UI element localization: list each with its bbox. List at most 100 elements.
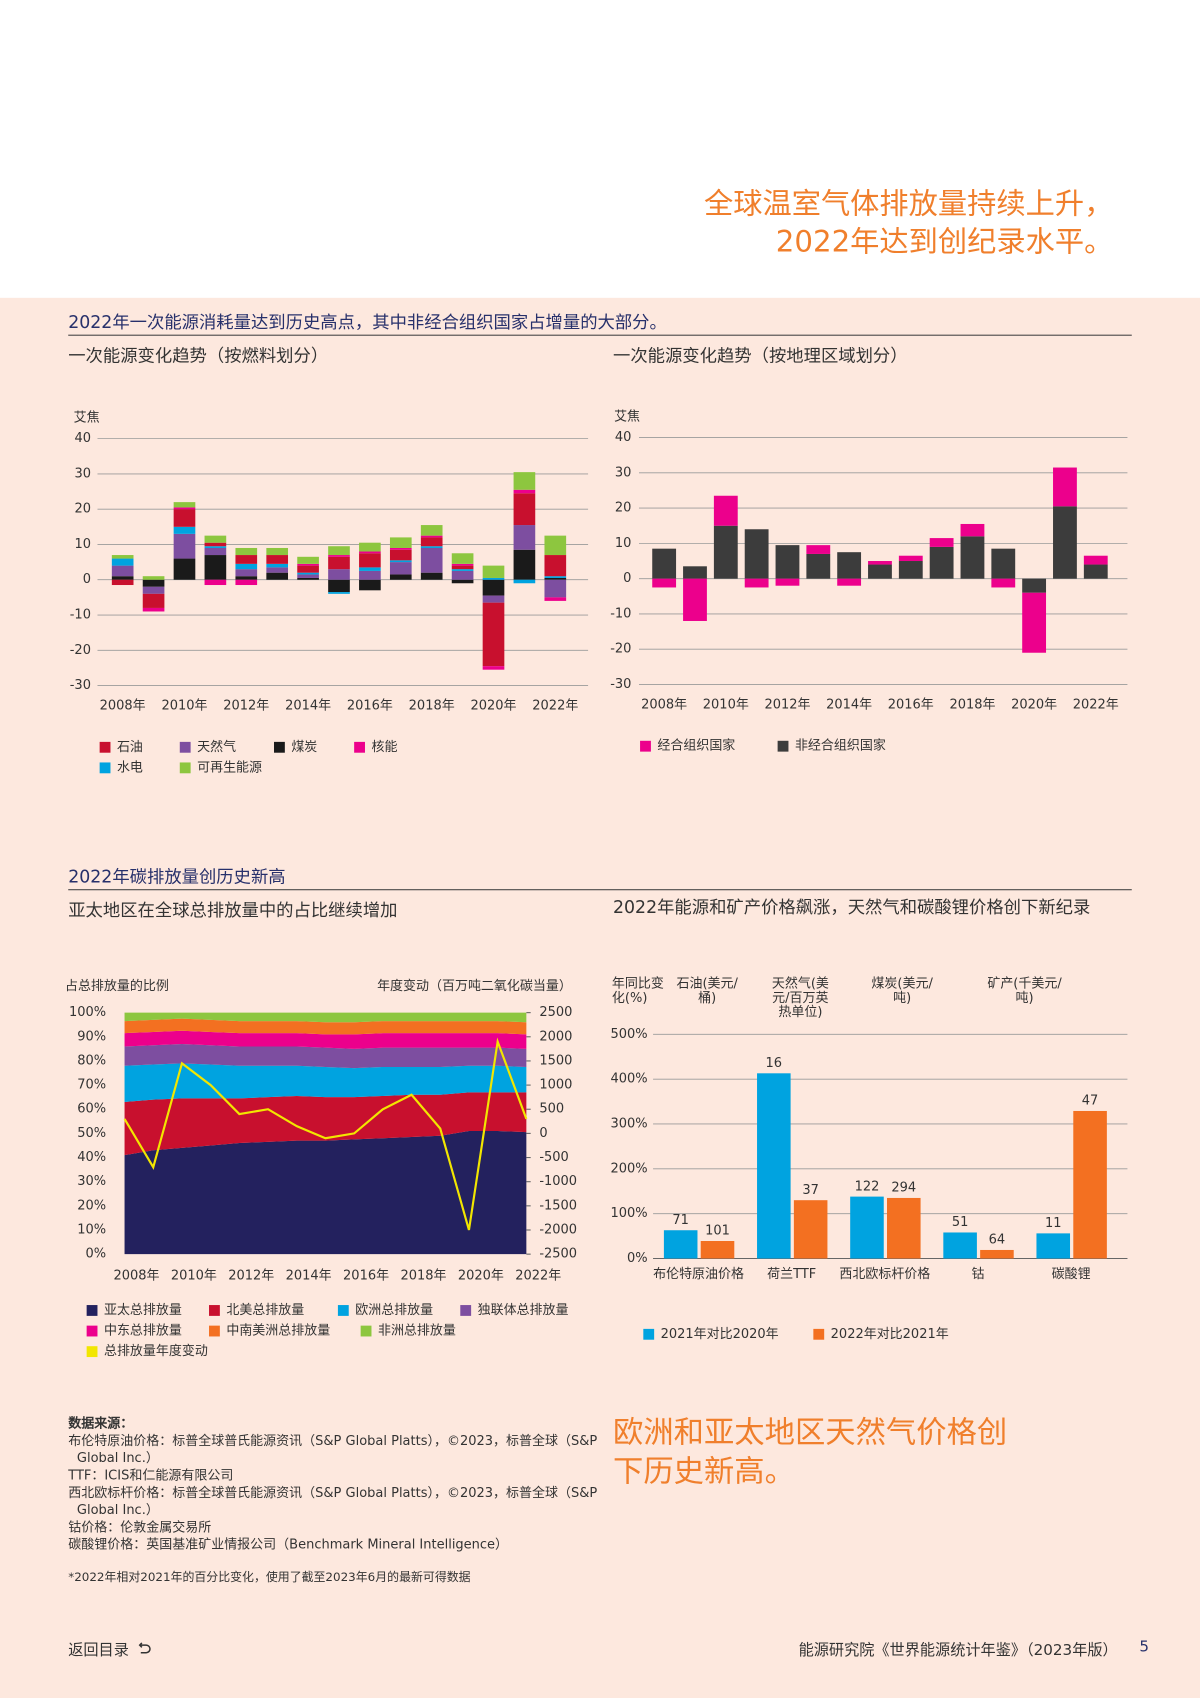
y-tick-label: -20 — [70, 643, 91, 658]
bar-segment — [111, 565, 134, 577]
bar-segment — [1022, 578, 1047, 593]
y-tick-label: 100% — [611, 1206, 648, 1221]
legend-swatch — [643, 1328, 655, 1340]
y2-tick-label: 1500 — [539, 1053, 572, 1068]
x-tick-label: 2008年 — [641, 698, 687, 713]
y-axis-label: 艾焦 — [74, 411, 100, 426]
bar-segment — [420, 525, 443, 536]
bar-segment — [451, 579, 474, 584]
price-label: 51 — [952, 1215, 969, 1230]
bar-segment — [513, 489, 536, 494]
bar-segment — [204, 555, 227, 580]
line — [123, 1037, 528, 1231]
bar-segment — [173, 533, 196, 559]
x-tick-label: 2012年 — [764, 698, 810, 713]
bar-segment — [266, 547, 289, 556]
y-tick-label: 40 — [74, 431, 91, 446]
bar-segment — [482, 602, 505, 667]
legend-label: 天然气 — [197, 739, 236, 755]
legend-label: 欧洲总排放量 — [355, 1303, 433, 1318]
bar-segment — [173, 509, 196, 527]
bar-segment — [837, 578, 862, 586]
bar-segment — [266, 567, 289, 573]
bar-segment — [173, 507, 196, 510]
y-tick-label: 500% — [611, 1027, 648, 1042]
x-tick-label: 2020年 — [1011, 698, 1057, 713]
y2-tick-label: 0 — [539, 1126, 547, 1141]
bar-segment — [266, 555, 289, 564]
area — [124, 1063, 527, 1102]
bar-segment — [359, 553, 381, 568]
chart-title: 一次能源变化趋势（按地理区域划分） — [612, 345, 908, 367]
price-label: 37 — [802, 1183, 819, 1198]
headline: 全球温室气体排放量持续上升， — [703, 187, 1114, 221]
bar-segment — [482, 579, 505, 596]
bar-segment — [235, 579, 258, 586]
bar-segment — [513, 493, 536, 526]
legend-swatch — [360, 1325, 372, 1337]
bar-segment — [204, 542, 227, 547]
legend-label: 2022年对比2021年 — [831, 1327, 949, 1342]
section-title: 2022年碳排放量创历史新高 — [68, 866, 286, 888]
bar-segment — [328, 546, 350, 556]
y2-axis-label: 年度变动（百万吨二氧化碳当量） — [377, 978, 572, 994]
bar-segment — [359, 570, 381, 580]
back-link[interactable]: 返回目录 — [68, 1641, 129, 1660]
y2-tick-label: 2500 — [539, 1005, 572, 1020]
y-tick-label: 10% — [77, 1222, 106, 1237]
back-icon[interactable] — [136, 1641, 151, 1656]
bar — [1073, 1110, 1107, 1259]
publication: 能源研究院《世界能源统计年鉴》（2023年版） — [798, 1641, 1118, 1660]
bar-segment — [683, 566, 707, 579]
bar-segment — [513, 579, 536, 584]
y2-tick-label: -500 — [539, 1150, 568, 1165]
bar-segment — [513, 472, 536, 490]
y-tick-label: 0 — [623, 571, 631, 586]
price-label: 101 — [705, 1224, 730, 1239]
y2-tick-label: 500 — [539, 1102, 564, 1117]
y-axis-label: 艾焦 — [614, 409, 640, 424]
bar-segment — [111, 579, 134, 586]
bar-segment — [235, 576, 258, 580]
bar-segment — [775, 578, 800, 586]
bar-segment — [142, 586, 165, 594]
bar-segment — [297, 556, 319, 564]
source-line: 碳酸锂价格：英国基准矿业情报公司（Benchmark Mineral Intel… — [68, 1536, 509, 1552]
bar-segment — [451, 569, 474, 571]
bar-segment — [544, 579, 567, 598]
y-tick-label: -30 — [70, 678, 91, 693]
y-tick-label: 400% — [611, 1072, 648, 1087]
bar-segment — [482, 595, 505, 603]
legend-swatch — [209, 1305, 220, 1316]
bar-segment — [1053, 506, 1077, 579]
bar-segment — [806, 545, 831, 554]
legend-label: 非经合组织国家 — [795, 738, 886, 754]
bar-segment — [173, 558, 196, 580]
y-tick-label: 70% — [77, 1078, 106, 1093]
section-rule — [68, 334, 1132, 336]
legend-swatch — [813, 1328, 825, 1340]
y2-tick-label: 2000 — [539, 1029, 572, 1044]
bar-segment — [142, 593, 165, 608]
bar-segment — [1053, 467, 1077, 507]
bar-segment — [235, 569, 258, 577]
y-tick-label: 30 — [615, 465, 632, 480]
bar — [887, 1197, 921, 1259]
legend-swatch — [86, 1325, 98, 1337]
x-tick-label: 2010年 — [171, 1268, 217, 1283]
y-tick-label: 10 — [615, 536, 632, 551]
unit-header: 天然气(美元/百万英热单位) — [771, 975, 829, 1020]
source-line: 钴价格：伦敦金属交易所 — [68, 1519, 212, 1535]
bar-segment — [806, 553, 831, 579]
y-tick-label: 10 — [74, 537, 91, 552]
x-tick-label: 荷兰TTF — [767, 1267, 816, 1282]
x-tick-label: 2016年 — [343, 1268, 389, 1283]
bar-segment — [652, 548, 677, 579]
bar-segment — [482, 577, 505, 580]
bar-segment — [235, 555, 258, 564]
bar-segment — [713, 495, 738, 526]
section-title: 2022年一次能源消耗量达到历史高点，其中非经合组织国家占增量的大部分。 — [68, 311, 667, 333]
bar-segment — [173, 502, 196, 508]
